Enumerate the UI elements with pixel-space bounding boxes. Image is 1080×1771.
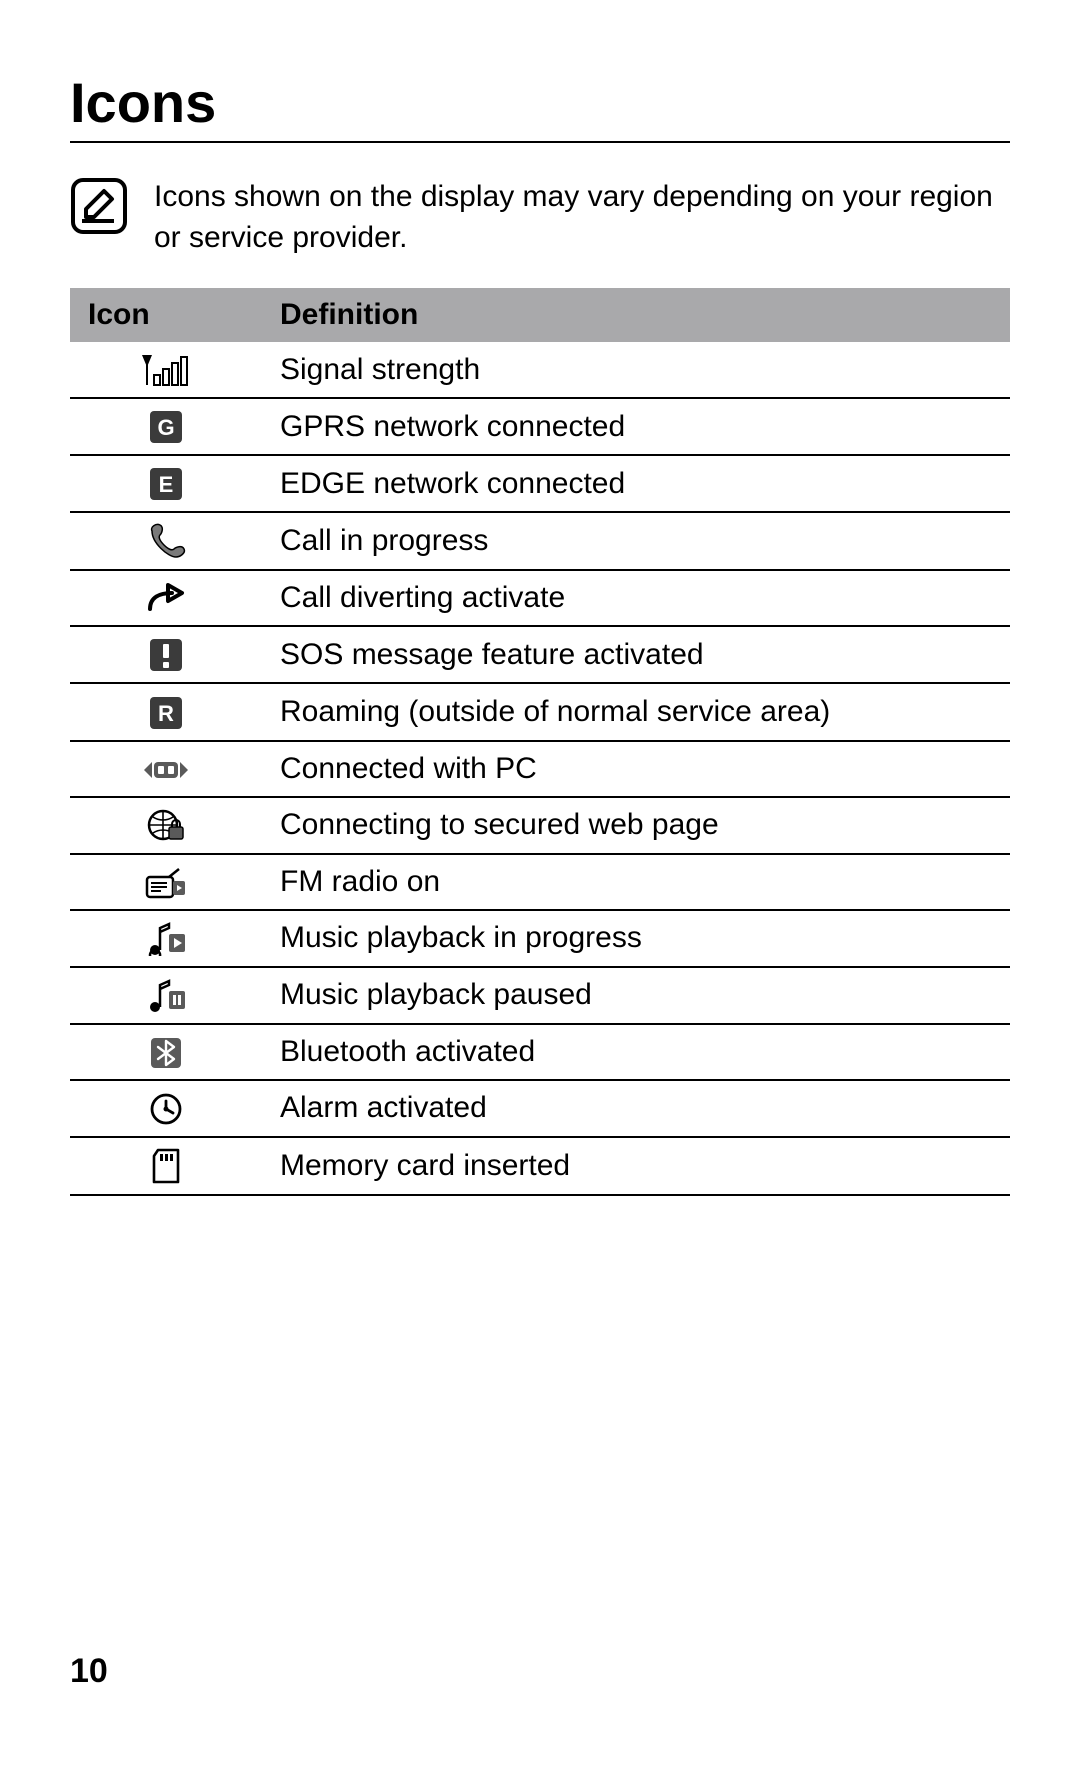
page-title: Icons [70,70,1010,143]
definition-cell: Music playback in progress [262,910,1010,967]
table-row: Music playback in progress [70,910,1010,967]
table-row: Alarm activated [70,1080,1010,1137]
table-header-row: Icon Definition [70,288,1010,342]
page-number: 10 [70,1652,108,1691]
definition-cell: Alarm activated [262,1080,1010,1137]
table-row: Memory card inserted [70,1137,1010,1195]
svg-text:E: E [159,472,174,497]
secured-web-icon [70,797,262,854]
table-row: FM radio on [70,854,1010,910]
col-header-definition: Definition [262,288,1010,342]
svg-text:G: G [157,415,174,440]
definition-cell: SOS message feature activated [262,626,1010,683]
music-pause-icon [70,967,262,1024]
definition-cell: GPRS network connected [262,398,1010,455]
definition-cell: Roaming (outside of normal service area) [262,683,1010,740]
col-header-icon: Icon [70,288,262,342]
table-row: Connecting to secured web page [70,797,1010,854]
call-in-progress-icon [70,512,262,570]
music-play-icon [70,910,262,967]
memory-card-icon [70,1137,262,1195]
pc-connected-icon [70,741,262,797]
icons-table: Icon Definition [70,288,1010,1196]
table-row: Bluetooth activated [70,1024,1010,1080]
svg-text:R: R [158,701,174,726]
signal-strength-icon [70,342,262,398]
table-row: Connected with PC [70,741,1010,797]
table-row: Call in progress [70,512,1010,570]
table-row: G GPRS network connected [70,398,1010,455]
note-icon [70,177,128,235]
note-block: Icons shown on the display may vary depe… [70,177,1010,258]
definition-cell: Call in progress [262,512,1010,570]
definition-cell: EDGE network connected [262,455,1010,512]
table-row: SOS message feature activated [70,626,1010,683]
definition-cell: Connecting to secured web page [262,797,1010,854]
edge-icon: E [70,455,262,512]
call-diverting-icon [70,570,262,626]
table-row: Signal strength [70,342,1010,398]
definition-cell: FM radio on [262,854,1010,910]
table-row: E EDGE network connected [70,455,1010,512]
definition-cell: Connected with PC [262,741,1010,797]
definition-cell: Call diverting activate [262,570,1010,626]
definition-cell: Bluetooth activated [262,1024,1010,1080]
note-text: Icons shown on the display may vary depe… [154,177,1010,258]
bluetooth-icon [70,1024,262,1080]
alarm-icon [70,1080,262,1137]
definition-cell: Memory card inserted [262,1137,1010,1195]
table-row: Call diverting activate [70,570,1010,626]
definition-cell: Signal strength [262,342,1010,398]
sos-icon [70,626,262,683]
table-row: R Roaming (outside of normal service are… [70,683,1010,740]
manual-page: Icons Icons shown on the display may var… [0,0,1080,1771]
fm-radio-icon [70,854,262,910]
definition-cell: Music playback paused [262,967,1010,1024]
gprs-icon: G [70,398,262,455]
roaming-icon: R [70,683,262,740]
table-row: Music playback paused [70,967,1010,1024]
